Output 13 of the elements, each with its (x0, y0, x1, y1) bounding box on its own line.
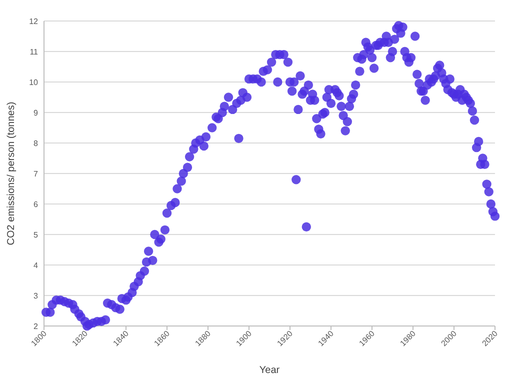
y-tick-label: 10 (29, 78, 39, 87)
y-tick-label: 7 (34, 169, 39, 178)
y-axis-title: CO2 emissions/ person (tonnes) (6, 102, 17, 246)
y-tick-label: 6 (34, 200, 39, 209)
y-tick-label: 2 (34, 322, 39, 331)
y-tick-label: 3 (34, 291, 39, 300)
x-axis-title: Year (259, 365, 280, 376)
y-tick-label: 8 (34, 138, 39, 148)
y-tick-label: 5 (34, 230, 39, 240)
y-tick-label: 9 (34, 108, 39, 118)
y-tick-label: 12 (29, 16, 39, 26)
y-tick-label: 4 (34, 260, 39, 270)
y-tick-label: 11 (30, 47, 39, 56)
